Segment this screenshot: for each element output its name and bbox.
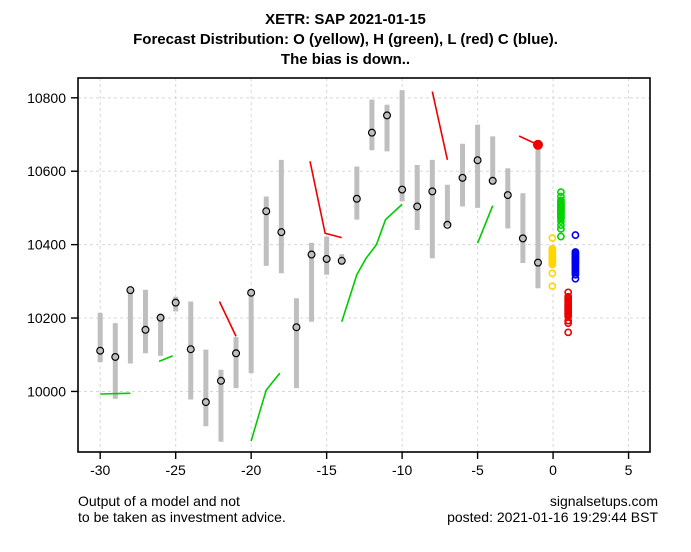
close-circle (428, 187, 437, 196)
y-tick-label: 10800 (27, 90, 66, 106)
x-tick-label: -5 (471, 462, 484, 478)
y-tick-label: 10000 (27, 383, 66, 399)
forecast-point-close (571, 270, 580, 279)
x-tick-label: -25 (166, 462, 186, 478)
green-segment (476, 205, 494, 244)
forecast-point-low (564, 319, 573, 328)
close-circle (292, 323, 301, 332)
close-circle (322, 254, 331, 263)
y-axis: 10000 10200 10400 10600 10800 (27, 90, 78, 399)
close-circle (111, 352, 120, 361)
disclaimer-line-2: to be taken as investment advice. (78, 509, 286, 525)
attribution-text: signalsetups.com posted: 2021-01-16 19:2… (447, 493, 658, 525)
disclaimer-line-1: Output of a model and not (78, 493, 240, 509)
forecast-point-high (557, 221, 565, 230)
red-segment (309, 161, 342, 239)
y-tick-label: 10200 (27, 310, 66, 326)
close-circle (96, 346, 105, 355)
close-circle (307, 250, 316, 259)
chart-title: XETR: SAP 2021-01-15 (265, 11, 426, 28)
close-circle (337, 256, 346, 265)
close-circle (443, 220, 452, 229)
red-segment (431, 91, 449, 161)
red-dot (532, 139, 543, 150)
forecast-point-open (548, 260, 557, 269)
close-circle (533, 258, 542, 267)
close-circle (518, 234, 527, 243)
close-circle (503, 191, 512, 200)
close-circle (156, 313, 165, 322)
close-circle (473, 156, 482, 165)
forecast-point-low (564, 328, 573, 337)
website-label: signalsetups.com (549, 493, 658, 509)
close-circle (247, 288, 256, 297)
close-circle (352, 194, 361, 203)
plot-border (77, 77, 651, 453)
green-segment (340, 203, 403, 322)
forecast-cluster-close (571, 231, 580, 283)
x-axis: -30 -25 -20 -15 -10 -5 0 5 (90, 452, 633, 478)
close-circle (383, 111, 392, 120)
posted-timestamp: posted: 2021-01-16 19:29:44 BST (447, 509, 658, 525)
close-circle (398, 185, 407, 194)
forecast-point-close (571, 231, 580, 239)
forecast-point-open (548, 282, 557, 291)
close-circle (488, 176, 497, 185)
price-range-bars (97, 90, 541, 442)
forecast-point-open (548, 234, 557, 242)
close-circle (413, 202, 422, 211)
close-circle (458, 173, 467, 182)
forecast-point-high (557, 232, 565, 241)
close-circle (277, 228, 286, 237)
disclaimer-text: Output of a model and not to be taken as… (78, 493, 286, 525)
close-circle (126, 286, 135, 295)
close-circle (201, 398, 210, 407)
close-circle (216, 376, 225, 385)
close-circle (262, 207, 271, 216)
red-segment (218, 301, 237, 337)
close-circle (232, 349, 241, 358)
x-tick-label: -10 (392, 462, 412, 478)
x-tick-label: 0 (549, 462, 557, 478)
close-circle (171, 298, 180, 307)
forecast-point-high (557, 188, 565, 197)
close-circle (141, 325, 150, 334)
y-tick-label: 10600 (27, 163, 66, 179)
forecast-cluster-open (548, 234, 557, 291)
forecast-point-low (564, 316, 573, 325)
forecast-point-high (557, 217, 565, 226)
chart-bias-note: The bias is down.. (280, 51, 411, 68)
x-tick-label: -30 (90, 462, 110, 478)
gridlines (78, 78, 650, 452)
red-marker (532, 139, 543, 150)
forecast-point-close (571, 274, 580, 283)
forecast-point-open (548, 269, 557, 278)
forecast-point-high (557, 224, 565, 233)
close-circle (367, 128, 376, 137)
y-tick-label: 10400 (27, 237, 66, 253)
x-tick-label: -20 (241, 462, 261, 478)
green-segment (158, 355, 173, 363)
green-trend-segments (100, 203, 494, 442)
green-segment (100, 392, 131, 395)
forecast-cluster-low (564, 288, 573, 337)
x-tick-label: -15 (317, 462, 337, 478)
chart-subtitle: Forecast Distribution: O (yellow), H (gr… (133, 31, 558, 48)
green-segment (250, 372, 281, 442)
close-circles (96, 111, 542, 407)
close-circle (186, 345, 195, 354)
x-tick-label: 5 (625, 462, 633, 478)
forecast-cluster-high (557, 188, 565, 241)
